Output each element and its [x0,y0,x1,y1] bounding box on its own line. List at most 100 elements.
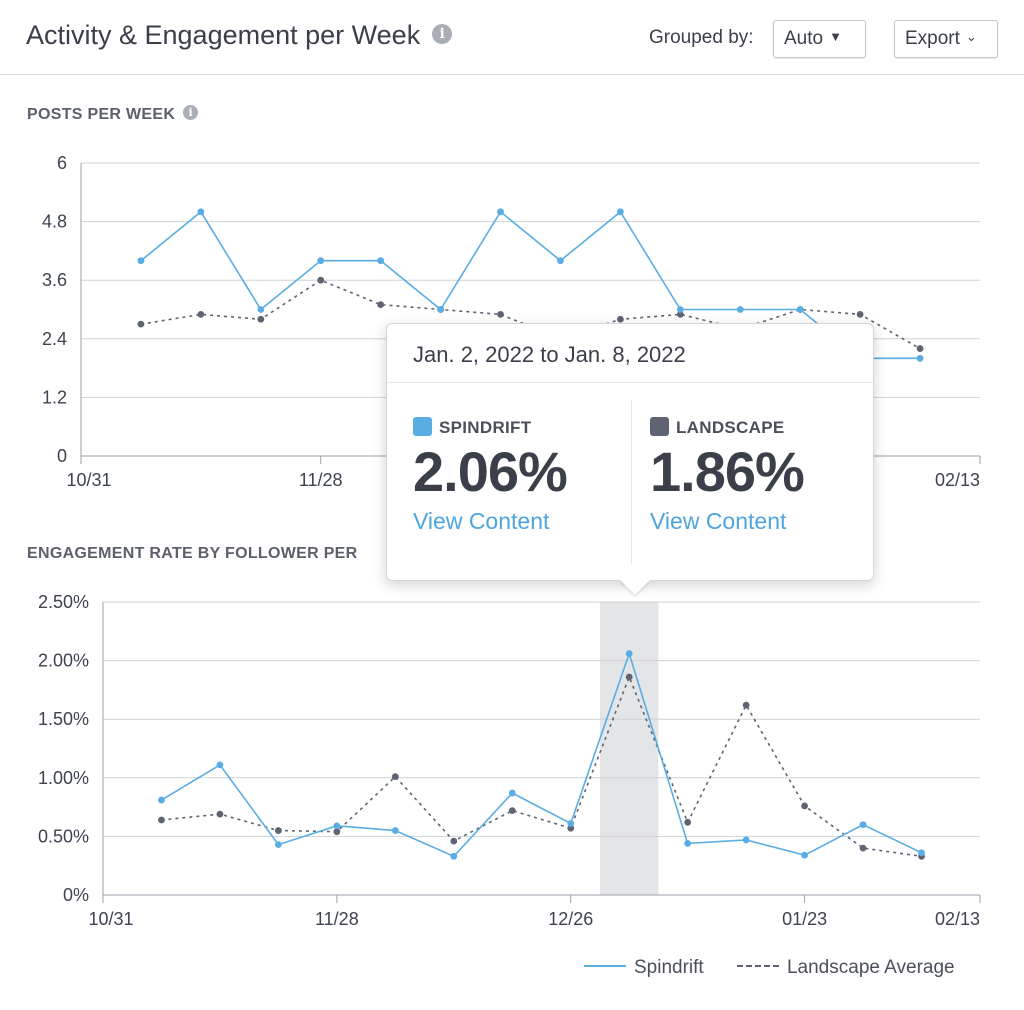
highlight-band [599,602,659,895]
export-button[interactable]: Export ⌄ [894,20,998,58]
y-tick-label: 0% [63,885,89,905]
y-tick-label: 4.8 [42,212,67,232]
data-point-spindrift [497,208,504,216]
tooltip-series-name: LANDSCAPE [650,417,870,438]
legend-item-landscape[interactable]: Landscape Average [736,957,955,979]
view-content-link[interactable]: View Content [650,508,787,535]
x-tick-label: 01/23 [782,909,827,929]
y-tick-label: 2.50% [38,592,89,612]
data-tooltip: Jan. 2, 2022 to Jan. 8, 2022 SPINDRIFT 2… [386,323,874,595]
legend-label-landscape: Landscape Average [786,957,955,978]
spindrift-swatch-icon [413,417,432,437]
chevron-down-icon: ⌄ [965,29,977,44]
data-point-spindrift [796,306,804,313]
data-point-landscape [257,315,265,323]
y-tick-label: 0.50% [38,826,89,846]
data-point-landscape [742,701,750,709]
posts-section-title: POSTS PER WEEK [27,106,176,123]
data-point-spindrift [801,851,808,859]
data-point-spindrift [684,840,692,847]
data-point-spindrift [275,841,282,849]
tooltip-pointer [620,580,650,595]
data-point-landscape [197,310,205,318]
data-point-landscape [801,802,808,810]
series-line-spindrift [140,210,921,360]
data-point-spindrift [450,852,458,860]
data-point-landscape [567,824,575,832]
legend-solid-line-icon [584,964,626,967]
data-point-spindrift [742,836,750,844]
x-tick-label: 10/31 [88,909,133,929]
data-point-landscape [684,818,692,826]
data-point-landscape [333,828,341,836]
data-point-landscape [617,315,624,323]
data-point-spindrift [918,849,925,857]
x-tick-label: 11/28 [299,470,343,490]
data-point-spindrift [736,306,744,313]
legend-dashed-line-icon [736,964,779,967]
series-line-landscape [140,279,921,350]
engagement-rate-chart: 0% 0.50% 1.00% 1.50% 2.00% 2.50% 10/31 11/28 12/… [38,592,981,929]
tooltip-series-label: SPINDRIFT [439,418,532,437]
x-tick-label: 11/28 [315,909,359,929]
data-point-spindrift [437,306,444,313]
tooltip-series-name: SPINDRIFT [413,417,633,438]
y-tick-label: 0 [57,446,67,466]
data-point-spindrift [916,354,924,362]
data-point-spindrift [676,306,684,313]
posts-section-label: POSTS PER WEEK i [27,105,199,124]
chart-legend: Spindrift Landscape Average [584,957,955,979]
data-point-landscape [856,310,864,318]
data-point-landscape [158,816,165,824]
posts-per-week-chart: 0 1.2 2.4 3.6 4.8 6 10/31 11/28 02/13 [42,153,981,490]
landscape-swatch-icon [650,417,669,437]
tooltip-value: 2.06% [413,440,568,504]
data-point-spindrift [617,208,624,216]
data-point-landscape [275,827,282,834]
grouped-by-dropdown[interactable]: Auto ▼ [773,20,866,58]
data-point-landscape [676,310,684,318]
data-point-landscape [377,301,385,309]
data-point-landscape [137,320,145,328]
data-point-landscape [625,673,633,681]
x-tick-label: 02/13 [935,909,980,929]
data-point-spindrift [859,821,867,829]
x-tick-label: 02/13 [935,470,980,490]
caret-down-icon: ▼ [829,29,842,44]
export-label: Export [905,28,960,50]
data-point-spindrift [625,650,633,657]
data-point-spindrift [567,820,575,827]
view-content-link[interactable]: View Content [413,508,550,535]
data-point-landscape [216,810,224,818]
data-point-spindrift [333,822,341,830]
data-point-spindrift [391,827,399,834]
data-point-landscape [916,345,924,352]
engagement-section-label: ENGAGEMENT RATE BY FOLLOWER PER [27,545,358,562]
y-tick-label: 1.00% [38,768,89,788]
grouped-by-value: Auto [784,28,824,50]
legend-label-spindrift: Spindrift [634,957,704,978]
info-icon[interactable]: i [183,105,199,121]
y-tick-label: 3.6 [42,270,67,290]
data-point-landscape [859,844,867,852]
y-tick-label: 2.00% [38,651,89,671]
data-point-spindrift [377,257,385,265]
y-tick-label: 6 [57,153,67,173]
data-point-landscape [391,773,399,781]
x-tick-label: 12/26 [548,909,593,929]
data-point-spindrift [508,789,516,797]
tooltip-column-spindrift: SPINDRIFT 2.06% View Content [413,400,633,535]
panel-header: Activity & Engagement per Week i Grouped … [0,0,1024,75]
tooltip-divider [631,400,632,564]
data-point-spindrift [257,306,265,313]
y-tick-label: 1.50% [38,709,89,729]
grouped-by-label: Grouped by: [649,27,754,48]
data-point-spindrift [216,761,224,769]
panel-title: Activity & Engagement per Week i [26,20,453,51]
data-point-spindrift [158,796,165,804]
info-icon[interactable]: i [432,23,453,44]
tooltip-date-range: Jan. 2, 2022 to Jan. 8, 2022 [387,324,873,383]
data-point-landscape [508,807,516,815]
legend-item-spindrift[interactable]: Spindrift [584,957,704,979]
data-point-spindrift [197,208,205,216]
